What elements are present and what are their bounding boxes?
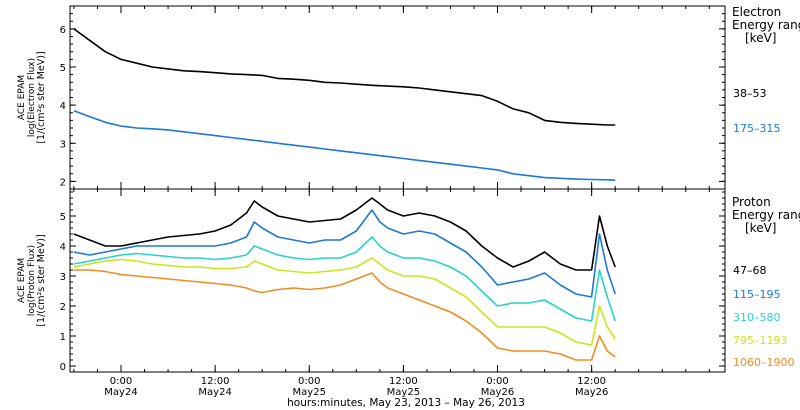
y-tick-label: 6 [60,25,66,36]
y-tick-label: 1 [60,332,66,343]
x-tick-date-label: May25 [293,387,326,398]
x-tick-label: 12:00 [577,376,606,387]
y-tick-label: 5 [60,63,66,74]
y-tick-label: 4 [60,101,66,112]
x-tick-date-label: May25 [387,387,420,398]
y-axis-label-line: ACE EPAM [17,258,27,303]
y-tick-label: 2 [60,177,66,188]
y-axis-label-line: [1/(cm²s ster MeV)] [36,234,47,326]
plot-frame [69,188,726,373]
x-tick-date-label: May26 [481,387,514,398]
y-tick-label: 4 [60,242,66,253]
time-axis: 0:00May2412:00May240:00May2512:00May250:… [104,376,608,398]
legend-entry: 47–68 [733,264,767,277]
series-line [73,257,616,346]
x-tick-date-label: May24 [198,387,231,398]
x-tick-label: 0:00 [298,376,320,387]
legend-entry: 795–1193 [733,334,788,347]
series-line [73,110,616,181]
series-line [73,28,616,126]
legend-entry: 115–195 [733,288,781,301]
legend-entry: 175–315 [733,122,781,135]
y-axis-label-line: log(Electron Flux) [27,58,37,137]
series-line [73,209,616,298]
y-axis-label-line: ACE EPAM [17,75,27,120]
x-tick-label: 12:00 [389,376,418,387]
y-tick-label: 3 [60,272,66,283]
proton-panel: 0 1 2 3 4 5 ACE EPAMlog(Proton Flux)[1/(cm²s s… [17,188,800,373]
legend-entry: 38–53 [733,87,767,100]
legend-entry: 1060–1900 [733,356,795,369]
legend-title-line: Energy range [732,18,800,32]
legend-entry: 310–580 [733,311,781,324]
y-tick-label: 2 [60,302,66,313]
y-tick-label: 5 [60,212,66,223]
y-axis-label-line: [1/(cm²s ster MeV)] [36,51,47,143]
x-tick-label: 0:00 [110,376,132,387]
y-axis-label: ACE EPAMlog(Electron Flux)[1/(cm²s ster … [17,51,47,143]
x-tick-label: 0:00 [486,376,508,387]
legend-title-line: Energy range [732,208,800,222]
legend-title-line: Proton [732,195,771,209]
y-tick-label: 0 [60,362,66,373]
series-line [73,197,616,271]
series-line [73,269,616,361]
x-tick-label: 12:00 [201,376,230,387]
plot-frame [69,5,726,190]
y-axis-label-line: log(Proton Flux) [27,245,37,316]
electron-panel: 2 3 4 5 6 ACE EPAMlog(Electron Flux)[1/(cm²s … [17,5,800,190]
legend-title-line: Electron [732,5,781,19]
series-line [73,236,616,322]
legend-title-line: [keV] [745,221,776,235]
y-tick-label: 3 [60,139,66,150]
legend-title-line: [keV] [745,31,776,45]
x-axis-label: hours:minutes, May 23, 2013 – May 26, 20… [287,397,525,409]
x-tick-date-label: May26 [575,387,608,398]
y-axis-label: ACE EPAMlog(Proton Flux)[1/(cm²s ster Me… [17,234,47,326]
x-tick-date-label: May24 [104,387,137,398]
